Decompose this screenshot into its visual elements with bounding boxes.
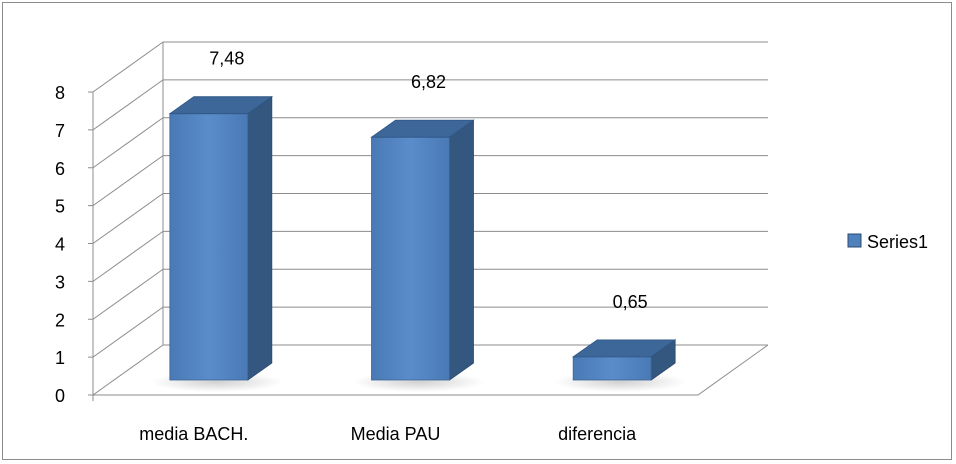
gridline-side xyxy=(92,306,164,358)
gridline-side xyxy=(92,193,164,244)
gridline-side xyxy=(92,230,164,282)
y-tick-label: 4 xyxy=(55,235,65,255)
floor-edge xyxy=(93,344,769,396)
bar xyxy=(169,113,249,381)
bar-side xyxy=(247,95,273,381)
bars xyxy=(150,95,687,392)
gridline-side xyxy=(92,41,164,93)
data-label: 7,48 xyxy=(209,49,244,69)
bar-top xyxy=(571,339,677,358)
bar-side xyxy=(449,119,474,381)
bar xyxy=(572,356,652,381)
x-tick-label: media BACH. xyxy=(139,424,248,444)
y-tick-label: 5 xyxy=(55,197,65,217)
x-tick-label: Media PAU xyxy=(351,424,441,444)
bar-top xyxy=(168,96,274,115)
gridline-side xyxy=(92,155,164,207)
x-tick-label: diferencia xyxy=(558,424,637,444)
y-tick-label: 3 xyxy=(55,272,65,292)
gridline-side xyxy=(92,117,164,169)
legend-swatch xyxy=(847,233,862,248)
legend-label: Series1 xyxy=(867,232,928,252)
bar xyxy=(371,136,450,381)
y-axis-ticks: 0 1 2 3 4 5 6 7 8 xyxy=(55,83,93,406)
y-tick-label: 8 xyxy=(55,83,65,103)
y-tick-label: 2 xyxy=(55,310,65,330)
gridline-side xyxy=(92,344,164,396)
x-axis-labels: media BACH. Media PAU diferencia xyxy=(139,424,637,444)
legend: Series1 xyxy=(847,232,928,252)
gridline-side xyxy=(92,79,164,131)
y-tick-label: 1 xyxy=(55,348,65,368)
gridline-side xyxy=(92,268,164,320)
bar-top xyxy=(370,119,475,138)
y-tick-label: 6 xyxy=(55,159,65,179)
data-label: 0,65 xyxy=(613,292,648,312)
y-tick-label: 0 xyxy=(55,386,65,406)
data-label: 6,82 xyxy=(411,72,446,92)
y-tick-label: 7 xyxy=(55,121,65,141)
data-labels: 7,48 6,82 0,65 xyxy=(209,49,647,312)
